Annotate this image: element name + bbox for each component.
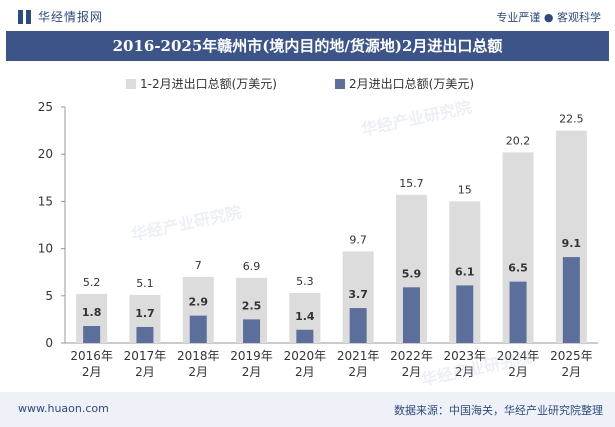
- bar-month: [243, 319, 261, 343]
- chart-title: 2016-2025年赣州市(境内目的地/货源地)2月进出口总额: [6, 31, 609, 61]
- bar-month: [402, 287, 420, 343]
- bar-month: [189, 315, 207, 343]
- legend-label-month: 2月进出口总额(万美元): [349, 77, 474, 91]
- data-label-month: 9.1: [562, 237, 582, 250]
- data-label-total: 5.3: [296, 275, 314, 288]
- logo-icon: [18, 9, 32, 24]
- bar-month: [83, 326, 101, 343]
- bar-month: [509, 281, 527, 343]
- data-label-total: 5.2: [83, 276, 101, 289]
- slogan: 专业严谨 ● 客观科学: [496, 11, 601, 24]
- y-tick-label: 0: [45, 336, 53, 350]
- footer: www.huaon.com 数据来源：中国海关，华经产业研究院整理: [0, 392, 615, 427]
- data-label-month: 3.7: [348, 288, 368, 301]
- website-link[interactable]: www.huaon.com: [18, 402, 109, 415]
- x-tick-label: 2017年 2月: [124, 349, 167, 379]
- x-tick-label: 2020年 2月: [284, 349, 327, 379]
- legend-swatch-month: [335, 79, 345, 89]
- x-tick-label: 2024年 2月: [497, 349, 540, 379]
- bar-month: [349, 308, 367, 343]
- bar-month: [562, 257, 580, 343]
- data-label-total: 15: [458, 183, 472, 196]
- y-tick-label: 25: [38, 100, 53, 114]
- bar-month: [136, 326, 154, 343]
- data-label-month: 6.1: [455, 265, 475, 278]
- data-label-total: 22.5: [559, 113, 584, 126]
- data-label-month: 1.4: [295, 310, 315, 323]
- logo: 华经情报网: [18, 8, 103, 25]
- bar-chart: 1-2月进出口总额(万美元) 2月进出口总额(万美元) 0 5 10 15 20 25 5.2 1…: [38, 77, 598, 379]
- legend-swatch-total: [126, 79, 136, 89]
- x-tick-label: 2016年 2月: [70, 349, 113, 379]
- x-tick-label: 2023年 2月: [443, 349, 486, 379]
- data-label-total: 5.1: [136, 277, 154, 290]
- y-tick-label: 15: [38, 194, 53, 208]
- data-label-total: 20.2: [506, 134, 531, 147]
- y-tick-label: 20: [38, 147, 53, 161]
- data-label-total: 9.7: [349, 233, 367, 246]
- data-label-month: 1.8: [82, 306, 102, 319]
- bar-month: [456, 285, 474, 343]
- y-tick-label: 10: [38, 242, 53, 256]
- data-label-month: 5.9: [402, 267, 422, 280]
- data-label-total: 15.7: [399, 177, 424, 190]
- x-tick-label: 2025年 2月: [550, 349, 593, 379]
- top-bar: 华经情报网 专业严谨 ● 客观科学: [0, 0, 615, 30]
- data-label-total: 7: [195, 259, 202, 272]
- x-tick-label: 2021年 2月: [337, 349, 380, 379]
- data-label-total: 6.9: [243, 260, 261, 273]
- x-tick-label: 2018年 2月: [177, 349, 220, 379]
- data-source: 数据来源：中国海关，华经产业研究院整理: [394, 404, 603, 417]
- x-tick-label: 2022年 2月: [390, 349, 433, 379]
- x-tick-label: 2019年 2月: [230, 349, 273, 379]
- legend-label-total: 1-2月进出口总额(万美元): [140, 77, 277, 91]
- data-label-month: 2.9: [189, 296, 209, 309]
- logo-text: 华经情报网: [38, 10, 104, 24]
- data-label-month: 6.5: [508, 262, 528, 275]
- data-label-month: 1.7: [135, 307, 155, 320]
- data-label-month: 2.5: [242, 299, 262, 312]
- bar-month: [296, 329, 314, 343]
- y-tick-label: 5: [45, 289, 53, 303]
